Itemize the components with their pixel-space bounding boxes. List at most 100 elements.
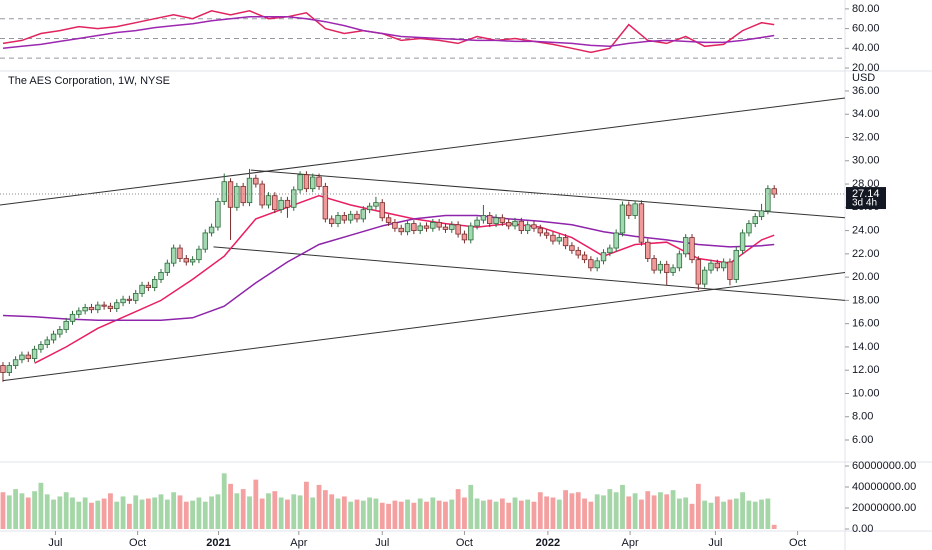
y-tick-label: 28.00 xyxy=(852,178,880,190)
volume-bar xyxy=(285,499,290,530)
volume-bar xyxy=(114,501,120,530)
candle-body xyxy=(461,233,468,241)
last-price-label: 27.14 xyxy=(852,188,880,200)
candle-body xyxy=(82,306,88,312)
volume-bar xyxy=(57,496,63,530)
volume-bar xyxy=(76,501,82,530)
candle-body xyxy=(752,216,758,225)
volume-bar xyxy=(443,501,448,530)
volume-bar xyxy=(436,500,442,530)
candle-body xyxy=(689,237,695,261)
candle-body xyxy=(518,220,525,231)
volume-bar xyxy=(322,490,328,530)
series-line xyxy=(2,10,775,54)
chart-title: The AES Corporation, 1W, NYSE xyxy=(8,75,170,87)
candle-body xyxy=(569,245,575,251)
candle-body xyxy=(701,269,708,285)
volume-bar xyxy=(740,492,745,530)
candle-body xyxy=(682,237,689,255)
candle-body xyxy=(246,177,253,204)
candle-body xyxy=(449,224,455,230)
volume-bar xyxy=(13,489,19,530)
volume-bar xyxy=(714,496,720,530)
candle-body xyxy=(487,215,493,225)
y-tick-label: 18.00 xyxy=(852,294,880,306)
x-tick-label: Oct xyxy=(456,537,473,549)
candle-body xyxy=(19,354,25,361)
candle-body xyxy=(347,213,354,221)
volume-bar xyxy=(512,497,518,530)
candle-body xyxy=(581,254,588,261)
volume-bar xyxy=(664,494,670,530)
candle-body xyxy=(177,247,183,259)
candle-body xyxy=(404,223,411,233)
candle-body xyxy=(95,304,101,311)
candle-body xyxy=(594,260,600,269)
candle-body xyxy=(468,225,474,241)
candle-body xyxy=(670,267,676,273)
volume-bar xyxy=(373,498,379,530)
candle-body xyxy=(714,262,721,269)
candle-body xyxy=(379,202,385,219)
candle-body xyxy=(442,226,449,230)
volume-bar xyxy=(765,498,771,530)
candle-body xyxy=(272,195,278,211)
candle-body xyxy=(727,261,733,280)
volume-bar xyxy=(689,503,695,530)
candle-body xyxy=(50,333,57,341)
candle-body xyxy=(291,189,297,208)
candle-body xyxy=(170,247,177,264)
candle-body xyxy=(151,279,158,288)
volume-bar xyxy=(278,497,284,530)
candle-body xyxy=(411,223,417,231)
volume-bar xyxy=(474,498,480,530)
candle-body xyxy=(6,365,12,373)
y-tick-label: 20.00 xyxy=(852,62,880,74)
volume-bar xyxy=(196,497,202,530)
volume-bar xyxy=(120,496,126,530)
volume-bar xyxy=(367,497,373,530)
candle-body xyxy=(133,293,139,301)
candle-body xyxy=(208,226,215,234)
candle-body xyxy=(57,329,63,335)
volume-bar xyxy=(139,499,145,530)
volume-bar xyxy=(266,493,271,530)
y-tick-label: 16.00 xyxy=(852,318,880,330)
trend-line xyxy=(0,97,846,206)
volume-bar xyxy=(89,502,94,530)
volume-bar xyxy=(499,498,505,530)
volume-bar xyxy=(695,483,701,530)
volume-bar xyxy=(152,497,158,530)
volume-bar xyxy=(398,501,404,530)
x-tick-label: Jul xyxy=(48,537,62,549)
volume-bar xyxy=(51,499,56,530)
x-tick-label: Oct xyxy=(789,537,806,549)
volume-bar xyxy=(70,497,75,530)
candle-body xyxy=(575,249,581,256)
volume-bar xyxy=(247,496,252,530)
candle-body xyxy=(632,203,638,216)
volume-bar xyxy=(253,479,259,530)
candle-body xyxy=(607,247,613,254)
candle-body xyxy=(739,232,746,251)
volume-bar xyxy=(164,499,170,530)
y-tick-label: 20.00 xyxy=(852,271,880,283)
candle-body xyxy=(385,217,392,223)
volume-bar xyxy=(733,498,739,530)
volume-bar xyxy=(354,499,360,530)
candle-body xyxy=(676,253,683,269)
volume-bar xyxy=(620,484,625,530)
volume-bar xyxy=(348,501,354,530)
y-axis-unit: USD xyxy=(852,72,875,84)
candle-body xyxy=(556,237,562,242)
x-tick-label: 2022 xyxy=(536,537,560,549)
volume-bar xyxy=(411,502,417,530)
y-tick-label: 40.00 xyxy=(852,42,880,54)
volume-bar xyxy=(95,500,101,530)
candle-body xyxy=(120,298,126,304)
candle-body xyxy=(474,219,480,227)
candle-body xyxy=(253,177,259,185)
candle-body xyxy=(189,259,196,263)
volume-bar xyxy=(676,498,682,530)
candle-body xyxy=(107,305,114,309)
